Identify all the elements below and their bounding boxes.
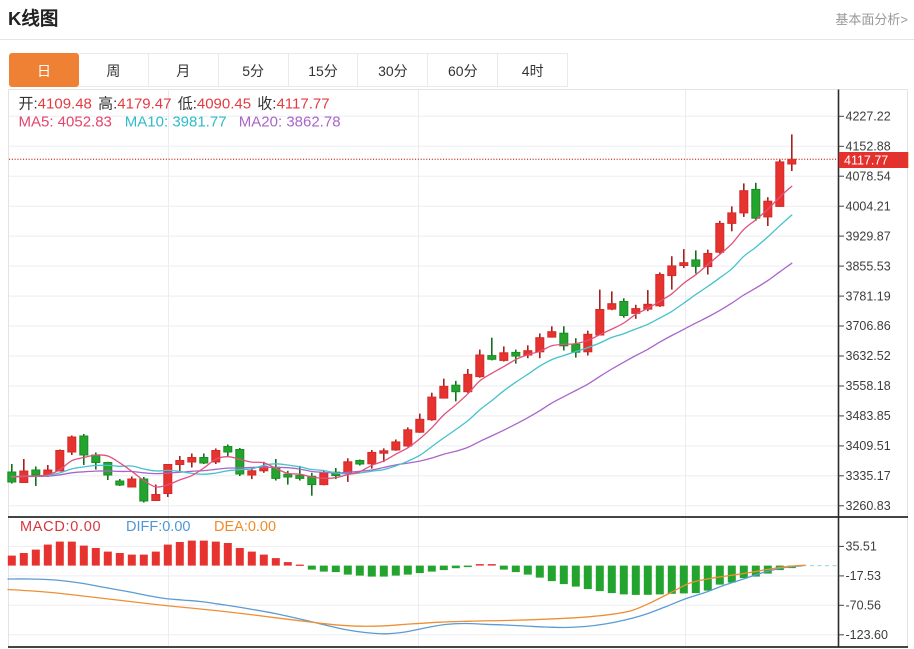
svg-text:35.51: 35.51 — [846, 540, 877, 554]
svg-text:4078.54: 4078.54 — [846, 169, 891, 183]
svg-text:3409.51: 3409.51 — [846, 439, 891, 453]
svg-text:4152.88: 4152.88 — [846, 140, 891, 154]
svg-text:-70.56: -70.56 — [846, 599, 881, 613]
svg-text:4227.22: 4227.22 — [846, 110, 891, 124]
svg-text:-17.53: -17.53 — [846, 569, 881, 583]
svg-text:4117.77: 4117.77 — [844, 154, 888, 168]
svg-text:3632.52: 3632.52 — [846, 349, 891, 363]
svg-text:3929.87: 3929.87 — [846, 229, 891, 243]
svg-text:3558.18: 3558.18 — [846, 379, 891, 393]
svg-text:3483.85: 3483.85 — [846, 409, 891, 423]
svg-text:3706.86: 3706.86 — [846, 319, 891, 333]
svg-text:3335.17: 3335.17 — [846, 469, 891, 483]
svg-text:开:4109.48高:4179.47低:4090.45收:4: 开:4109.48 高:4179.47 低:4090.45 收:4117.77 — [19, 96, 330, 113]
svg-text:3855.53: 3855.53 — [846, 259, 891, 273]
svg-text:4004.21: 4004.21 — [846, 199, 891, 213]
svg-text:-123.60: -123.60 — [846, 628, 888, 642]
svg-text:3260.83: 3260.83 — [846, 499, 891, 513]
svg-text:3781.19: 3781.19 — [846, 289, 891, 303]
